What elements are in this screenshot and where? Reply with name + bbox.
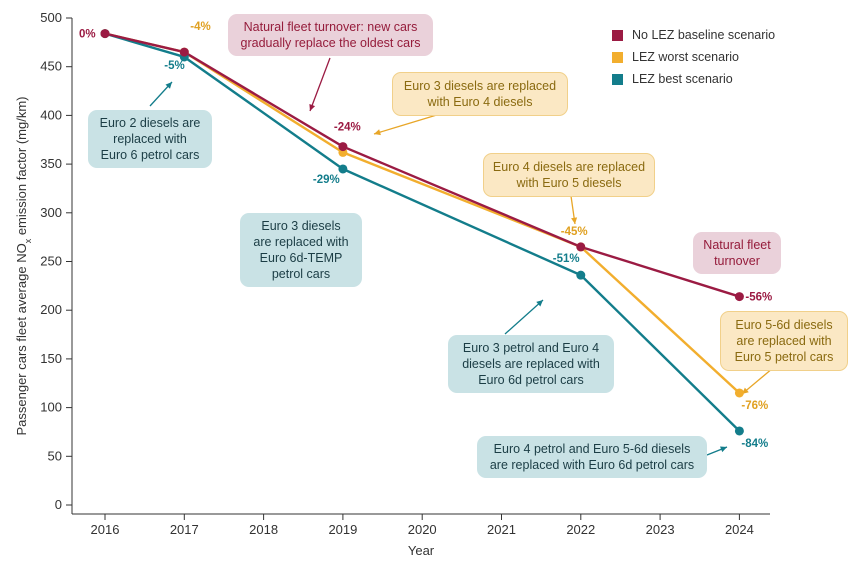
data-point	[576, 270, 586, 280]
x-tick-label: 2021	[487, 522, 516, 537]
y-tick-label: 400	[40, 107, 62, 122]
x-tick-label: 2020	[408, 522, 437, 537]
annotation-arrowhead	[720, 446, 727, 453]
x-tick-label: 2022	[566, 522, 595, 537]
annotation-arrow	[309, 57, 331, 112]
point-label: 0%	[79, 29, 96, 41]
annotation-euro3-diesels-to-euro6d-temp: Euro 3 diesels are replaced with Euro 6d…	[240, 213, 362, 287]
data-point	[576, 242, 586, 252]
point-label: -45%	[561, 226, 588, 238]
legend-item-baseline: No LEZ baseline scenario	[612, 24, 775, 46]
y-axis-title-subscript: x	[23, 238, 33, 243]
annotation-euro3-diesels-to-euro4: Euro 3 diesels are replaced with Euro 4 …	[392, 72, 568, 116]
x-tick-label: 2023	[646, 522, 675, 537]
point-label: -4%	[190, 21, 210, 33]
legend-item-best: LEZ best scenario	[612, 68, 775, 90]
x-tick-label: 2016	[91, 522, 120, 537]
point-label: -51%	[553, 253, 580, 265]
legend-swatch	[612, 73, 623, 85]
point-label: -84%	[741, 438, 768, 450]
y-axis-title-tail: emission factor (mg/km)	[14, 96, 29, 238]
annotation-euro2-diesels: Euro 2 diesels are replaced with Euro 6 …	[88, 110, 212, 168]
legend: No LEZ baseline scenario LEZ worst scena…	[612, 24, 775, 90]
annotation-euro4-petrol-euro5-6d-diesels: Euro 4 petrol and Euro 5-6d diesels are …	[477, 436, 707, 478]
data-point	[734, 388, 744, 398]
annotation-arrowhead	[536, 300, 543, 307]
legend-item-worst: LEZ worst scenario	[612, 46, 775, 68]
point-label: -56%	[745, 292, 772, 304]
legend-swatch	[612, 51, 623, 63]
y-axis-title-main: Passenger cars fleet average NO	[14, 243, 29, 435]
x-tick-label: 2018	[249, 522, 278, 537]
y-tick-label: 250	[40, 254, 62, 269]
x-tick-label: 2024	[725, 522, 754, 537]
y-tick-label: 500	[40, 10, 62, 25]
legend-label: No LEZ baseline scenario	[632, 28, 776, 42]
data-point	[338, 164, 348, 174]
y-tick-label: 0	[55, 497, 62, 512]
y-axis-title: Passenger cars fleet average NOx emissio…	[14, 96, 33, 435]
annotation-arrow	[504, 299, 544, 335]
annotation-arrow	[741, 367, 774, 395]
annotation-euro3-petrol-euro4-diesels: Euro 3 petrol and Euro 4 diesels are rep…	[448, 335, 614, 393]
y-tick-label: 300	[40, 205, 62, 220]
point-label: -5%	[164, 60, 184, 72]
point-label: -24%	[334, 122, 361, 134]
y-tick-label: 350	[40, 156, 62, 171]
annotation-euro4-diesels-to-euro5: Euro 4 diesels are replaced with Euro 5 …	[483, 153, 655, 197]
annotation-arrowhead	[309, 104, 316, 111]
annotation-euro5-6d-diesels: Euro 5-6d diesels are replaced with Euro…	[720, 311, 848, 371]
point-label: -29%	[313, 174, 340, 186]
legend-label: LEZ best scenario	[632, 72, 733, 86]
data-point	[734, 292, 744, 302]
legend-swatch	[612, 29, 623, 41]
legend-label: LEZ worst scenario	[632, 50, 739, 64]
point-label: -76%	[741, 400, 768, 412]
y-tick-label: 450	[40, 59, 62, 74]
annotation-arrowhead	[165, 82, 172, 89]
annotation-arrowhead	[374, 129, 381, 136]
x-tick-label: 2019	[328, 522, 357, 537]
data-point	[100, 29, 110, 39]
y-tick-label: 50	[48, 448, 62, 463]
y-tick-label: 100	[40, 400, 62, 415]
data-point	[179, 47, 189, 57]
x-tick-label: 2017	[170, 522, 199, 537]
y-tick-label: 200	[40, 302, 62, 317]
annotation-arrow	[373, 113, 441, 135]
data-point	[338, 142, 348, 152]
annotation-natural-fleet-turnover: Natural fleet turnover	[693, 232, 781, 274]
annotation-arrowhead	[571, 217, 578, 224]
x-axis-title: Year	[408, 543, 435, 558]
annotation-natural-turnover: Natural fleet turnover: new cars gradual…	[228, 14, 433, 56]
data-point	[734, 426, 744, 436]
y-tick-label: 150	[40, 351, 62, 366]
